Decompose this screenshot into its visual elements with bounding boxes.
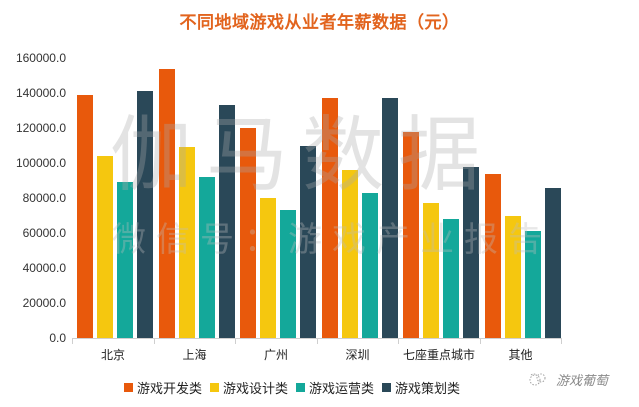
bar xyxy=(300,145,316,338)
y-tick-label: 120000.0 xyxy=(15,121,66,135)
bar xyxy=(524,231,541,338)
bar xyxy=(178,147,195,338)
legend-swatch-icon xyxy=(296,383,306,392)
chart-title: 不同地域游戏从业者年薪数据（元） xyxy=(179,13,460,33)
legend-swatch-icon xyxy=(124,383,133,392)
bar xyxy=(321,98,338,338)
y-tick-label: 0.0 xyxy=(49,331,66,345)
bar xyxy=(280,210,296,338)
bar xyxy=(443,219,459,338)
bar xyxy=(381,98,398,338)
y-tick-label: 140000.0 xyxy=(15,86,66,100)
legend: 游戏开发类 游戏设计类 游戏运营类 游戏策划类 xyxy=(124,378,468,397)
x-tick-mark xyxy=(398,338,399,344)
legend-item: 游戏设计类 xyxy=(210,378,288,397)
legend-label: 游戏运营类 xyxy=(309,382,375,397)
x-tick-mark xyxy=(561,338,562,344)
bar xyxy=(240,128,256,338)
legend-item: 游戏策划类 xyxy=(382,378,460,397)
x-tick-label: 广州 xyxy=(263,348,288,362)
y-tick-label: 160000.0 xyxy=(15,51,66,65)
bar xyxy=(544,187,561,338)
bar xyxy=(218,105,235,338)
bar xyxy=(423,203,439,338)
bar xyxy=(504,215,521,338)
bar xyxy=(341,170,358,338)
bar xyxy=(463,166,479,338)
x-tick-label: 上海 xyxy=(182,348,207,362)
x-tick-label: 北京 xyxy=(100,348,125,362)
bar xyxy=(117,182,133,338)
legend-label: 游戏策划类 xyxy=(395,382,461,397)
x-tick-mark xyxy=(316,338,318,344)
bar xyxy=(484,173,501,338)
source-logo: 游戏葡萄 xyxy=(528,370,608,389)
legend-swatch-icon xyxy=(210,383,220,392)
bar xyxy=(361,192,378,338)
x-tick-label: 其他 xyxy=(508,348,533,362)
bar xyxy=(137,91,153,338)
legend-item: 游戏开发类 xyxy=(124,378,202,397)
bar xyxy=(198,177,215,338)
bar xyxy=(97,156,113,338)
plot-area xyxy=(72,58,561,338)
legend-label: 游戏开发类 xyxy=(137,382,203,397)
x-tick-mark xyxy=(479,338,481,344)
bar xyxy=(77,94,93,338)
y-tick-label: 20000.0 xyxy=(22,296,66,310)
legend-label: 游戏设计类 xyxy=(223,382,289,397)
legend-swatch-icon xyxy=(382,383,392,392)
logo-text: 游戏葡萄 xyxy=(556,374,609,389)
x-tick-mark xyxy=(235,338,236,344)
bar xyxy=(403,131,419,338)
y-tick-label: 80000.0 xyxy=(22,191,66,205)
y-tick-label: 100000.0 xyxy=(15,156,66,170)
y-tick-label: 40000.0 xyxy=(22,261,66,275)
y-tick-label: 60000.0 xyxy=(22,226,66,240)
bar xyxy=(260,198,276,338)
bar xyxy=(158,68,175,338)
x-tick-mark xyxy=(72,338,73,344)
legend-item: 游戏运营类 xyxy=(296,378,374,397)
x-tick-label: 深圳 xyxy=(345,348,370,362)
x-tick-label: 七座重点城市 xyxy=(402,348,475,362)
x-tick-mark xyxy=(153,338,155,344)
grape-logo-icon xyxy=(529,373,546,385)
